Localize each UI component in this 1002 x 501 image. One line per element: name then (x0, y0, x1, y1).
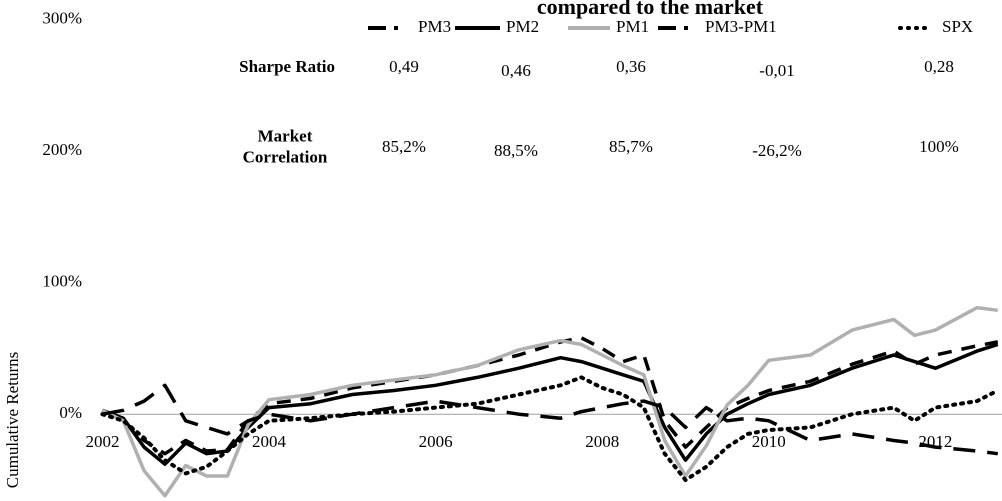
series-line (101, 305, 999, 498)
x-tick-label: 2006 (419, 432, 453, 451)
table-cell: 0,36 (616, 57, 646, 76)
y-tick-label: 200% (42, 140, 82, 159)
legend-label: PM3-PM1 (705, 17, 777, 36)
y-tick-label: 100% (42, 272, 82, 291)
x-tick-label: 2008 (585, 432, 619, 451)
table-cell: 0,49 (389, 57, 419, 76)
series-line (100, 375, 1000, 482)
chart-title: compared to the market (537, 0, 764, 19)
table-cell: 85,2% (382, 137, 426, 156)
row-label: Market (258, 126, 313, 145)
table-cell: 0,28 (924, 57, 954, 76)
legend-label: PM1 (616, 17, 649, 36)
row-label: Sharpe Ratio (239, 57, 335, 76)
table-cell: -26,2% (752, 141, 802, 160)
legend-label: SPX (942, 17, 973, 36)
series-line (102, 383, 999, 456)
x-tick-label: 2010 (752, 432, 786, 451)
table-cell: 88,5% (494, 141, 538, 160)
y-tick-label: 0% (59, 403, 82, 422)
table-cell: 85,7% (609, 137, 653, 156)
table-cell: -0,01 (759, 61, 794, 80)
x-tick-label: 2002 (85, 432, 119, 451)
series-line (101, 336, 999, 456)
series-line (101, 342, 999, 466)
x-tick-label: 2004 (252, 432, 287, 451)
legend-label: PM2 (506, 17, 539, 36)
table-cell: 100% (919, 137, 959, 156)
y-tick-label: 300% (42, 9, 82, 28)
y-axis-label: Cumulative Returns (3, 352, 22, 488)
table-cell: 0,46 (501, 61, 531, 80)
row-label: Correlation (243, 147, 328, 166)
legend-label: PM3 (418, 17, 451, 36)
